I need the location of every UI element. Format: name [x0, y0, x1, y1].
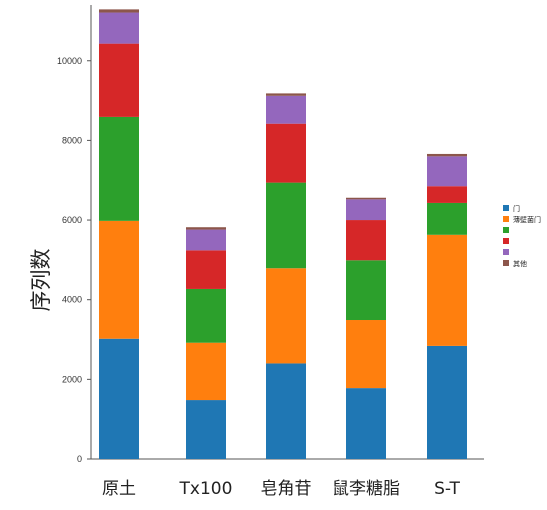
y-tick-label: 4000 — [62, 295, 82, 305]
y-axis-label: 序列数 — [29, 249, 53, 312]
bar-segment — [99, 9, 139, 13]
bar-stack — [346, 197, 386, 459]
bar-segment — [266, 123, 306, 183]
bar-segment — [99, 220, 139, 339]
bars — [99, 9, 467, 459]
legend-swatch — [503, 249, 509, 255]
bar-segment — [346, 260, 386, 321]
bar-stack — [427, 153, 467, 459]
y-tick-label: 10000 — [57, 56, 82, 66]
bar-segment — [346, 388, 386, 459]
bar-segment — [427, 153, 467, 157]
y-tick-label: 6000 — [62, 215, 82, 225]
bar-stack — [266, 93, 306, 459]
category-label: 鼠李糖脂 — [332, 479, 400, 499]
y-tick-label: 0 — [77, 454, 82, 464]
bar-stack — [186, 227, 226, 459]
legend-swatch — [503, 216, 509, 222]
category-labels: 原土 Tx100 皂角苷 鼠李糖脂 S-T — [102, 479, 460, 499]
bar-segment — [346, 320, 386, 389]
bar-segment — [186, 400, 226, 459]
bar-segment — [266, 268, 306, 364]
bar-segment — [266, 363, 306, 459]
bar-segment — [427, 186, 467, 203]
bar-segment — [427, 202, 467, 235]
bar-segment — [346, 220, 386, 261]
legend-label: 其他 — [513, 259, 527, 268]
legend-label: 门 — [513, 204, 520, 213]
bar-segment — [186, 227, 226, 230]
legend-swatch — [503, 227, 509, 233]
bar-segment — [427, 234, 467, 346]
y-axis: 0 2000 4000 6000 8000 10000 — [57, 5, 92, 464]
bar-segment — [99, 12, 139, 44]
y-tick-label: 8000 — [62, 135, 82, 145]
bar-segment — [99, 43, 139, 117]
bar-segment — [186, 288, 226, 343]
bar-segment — [99, 338, 139, 459]
bar-segment — [99, 116, 139, 221]
bar-segment — [186, 229, 226, 251]
bar-stack — [99, 9, 139, 459]
legend-label: 薄壁菌门 — [513, 215, 541, 224]
bar-segment — [266, 182, 306, 269]
bar-segment — [186, 342, 226, 401]
y-tick-label: 2000 — [62, 374, 82, 384]
bar-segment — [186, 250, 226, 289]
category-label: 皂角苷 — [261, 479, 312, 499]
bar-segment — [266, 95, 306, 124]
legend-swatch — [503, 205, 509, 211]
category-label: S-T — [434, 479, 460, 499]
category-label: Tx100 — [179, 479, 233, 499]
legend-swatch — [503, 238, 509, 244]
legend-swatch — [503, 260, 509, 266]
bar-segment — [427, 345, 467, 459]
bar-segment — [346, 199, 386, 221]
bar-segment — [346, 197, 386, 200]
bar-segment — [266, 93, 306, 96]
category-label: 原土 — [102, 479, 136, 499]
bar-segment — [427, 156, 467, 187]
